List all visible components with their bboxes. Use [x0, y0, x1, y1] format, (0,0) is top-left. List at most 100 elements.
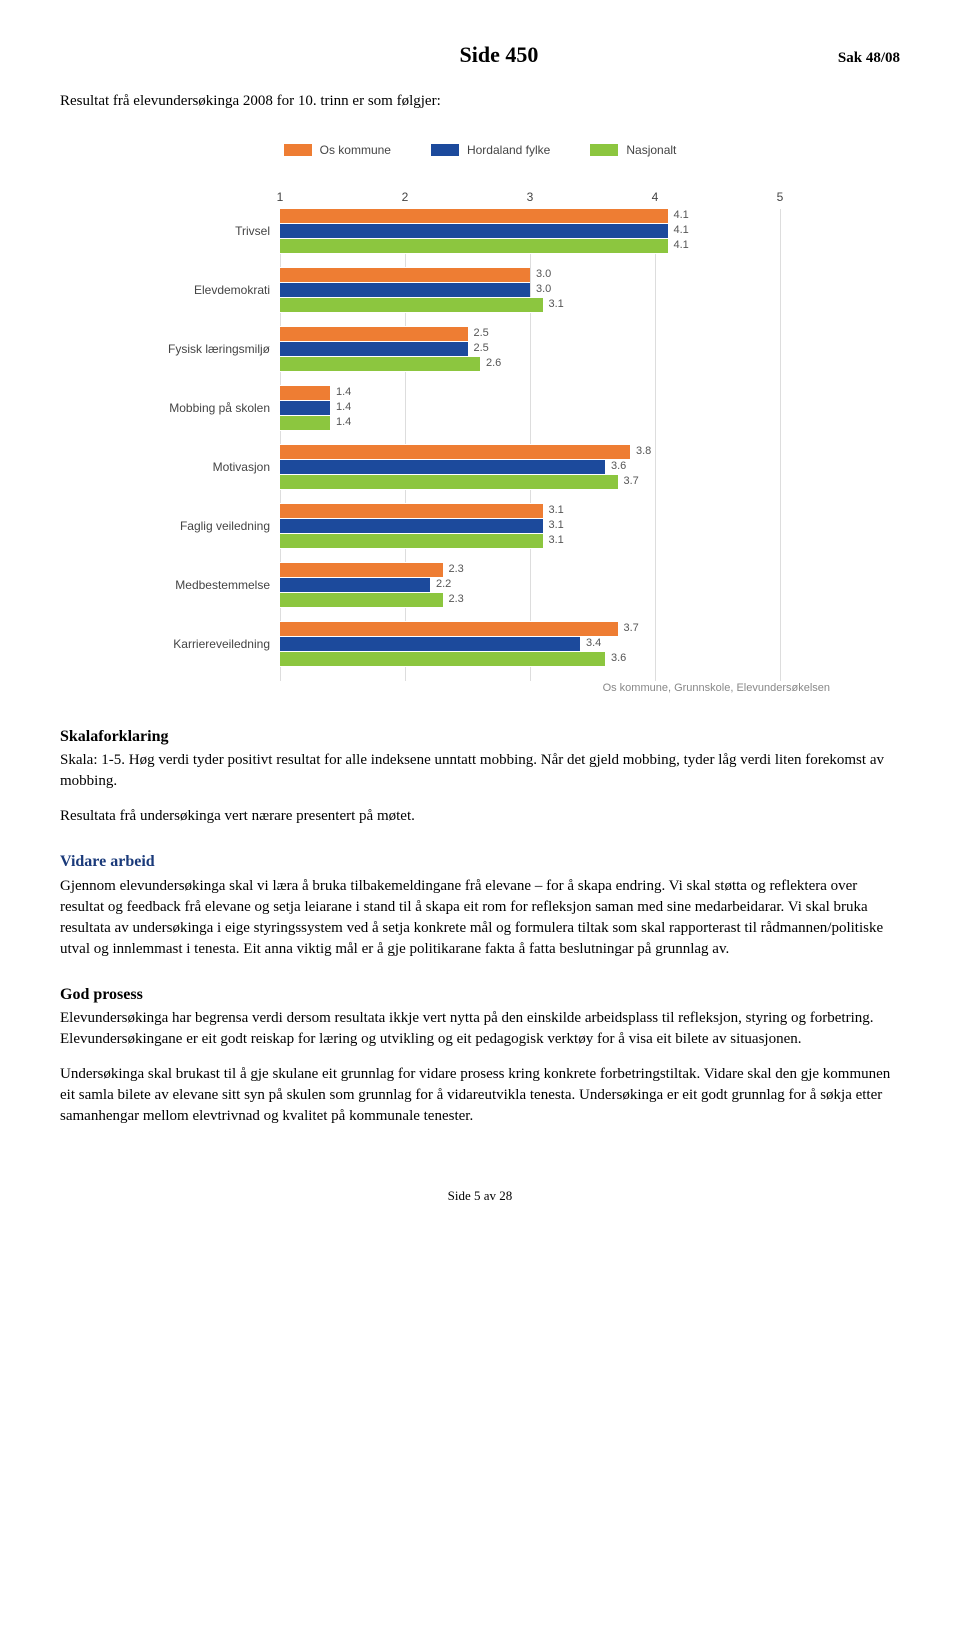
bar [280, 636, 580, 652]
legend-swatch [284, 144, 312, 156]
body-godprosess-2: Undersøkinga skal brukast til å gje skul… [60, 1064, 900, 1127]
category-label: Karriereveiledning [130, 636, 280, 653]
category-label: Mobbing på skolen [130, 400, 280, 417]
value-label: 3.0 [536, 282, 551, 297]
bar [280, 297, 543, 313]
bar [280, 238, 668, 254]
bar [280, 459, 605, 475]
value-label: 3.7 [624, 474, 639, 489]
category-label: Medbestemmelse [130, 577, 280, 594]
value-label: 3.1 [549, 297, 564, 312]
legend-swatch [431, 144, 459, 156]
value-label: 2.3 [449, 562, 464, 577]
value-label: 4.1 [674, 238, 689, 253]
category-label: Elevdemokrati [130, 282, 280, 299]
category-row: Motivasjon3.83.63.7 [280, 445, 780, 490]
category-row: Fysisk læringsmiljø2.52.52.6 [280, 327, 780, 372]
value-label: 4.1 [674, 208, 689, 223]
value-label: 3.6 [611, 651, 626, 666]
bar [280, 341, 468, 357]
legend-label: Hordaland fylke [467, 142, 550, 159]
category-row: Faglig veiledning3.13.13.1 [280, 504, 780, 549]
chart-ticks: 12345 [280, 189, 780, 209]
bar-group: 3.8 3.63.7 [280, 445, 780, 490]
bar [280, 503, 543, 519]
category-label: Faglig veiledning [130, 518, 280, 535]
bar [280, 208, 668, 224]
value-label: 3.4 [586, 636, 601, 651]
heading-skalaforklaring: Skalaforklaring [60, 726, 900, 748]
value-label: 2.5 [474, 326, 489, 341]
legend-swatch [590, 144, 618, 156]
bar [280, 651, 605, 667]
chart-source: Os kommune, Grunnskole, Elevundersøkelse… [130, 681, 830, 696]
bar [280, 444, 630, 460]
heading-godprosess: God prosess [60, 984, 900, 1006]
tick-label: 2 [402, 189, 409, 206]
bar-group: 2.52.52.6 [280, 327, 780, 372]
category-label: Fysisk læringsmiljø [130, 341, 280, 358]
value-label: 3.8 [636, 444, 651, 459]
legend-label: Nasjonalt [626, 142, 676, 159]
legend-item: Nasjonalt [590, 142, 676, 159]
category-row: Elevdemokrati3.03.03.1 [280, 268, 780, 313]
header-row: Side 450 Sak 48/08 [60, 40, 900, 71]
bar [280, 562, 443, 578]
category-row: Mobbing på skolen1.41.41.4 [280, 386, 780, 431]
bar [280, 533, 543, 549]
bar-group: 3.03.03.1 [280, 268, 780, 313]
legend-item: Os kommune [284, 142, 391, 159]
body-skalaforklaring: Skala: 1-5. Høg verdi tyder positivt res… [60, 750, 900, 792]
value-label: 2.6 [486, 356, 501, 371]
value-label: 3.1 [549, 533, 564, 548]
intro-text: Resultat frå elevundersøkinga 2008 for 1… [60, 91, 900, 112]
bar-group: 1.41.41.4 [280, 386, 780, 431]
bar [280, 621, 618, 637]
bar-group: 3.13.13.1 [280, 504, 780, 549]
bar [280, 326, 468, 342]
value-label: 3.0 [536, 267, 551, 282]
heading-vidare: Vidare arbeid [60, 851, 900, 873]
value-label: 2.2 [436, 577, 451, 592]
bar [280, 577, 430, 593]
gridline [780, 209, 781, 681]
chart-grid: 12345 Trivsel4.14.14.1Elevdemokrati3.03.… [280, 189, 780, 667]
survey-chart: Os kommuneHordaland fylkeNasjonalt 12345… [130, 142, 830, 696]
value-label: 3.6 [611, 459, 626, 474]
value-label: 3.7 [624, 621, 639, 636]
bar [280, 415, 330, 431]
body-godprosess-1: Elevundersøkinga har begrensa verdi ders… [60, 1008, 900, 1050]
bar-group: 3.7 3.4 3.6 [280, 622, 780, 667]
tick-label: 5 [777, 189, 784, 206]
chart-legend: Os kommune Hordaland fylke Nasjonalt [130, 142, 830, 159]
bar [280, 223, 668, 239]
value-label: 2.3 [449, 592, 464, 607]
bar-group: 2.32.22.3 [280, 563, 780, 608]
value-label: 1.4 [336, 415, 351, 430]
value-label: 1.4 [336, 385, 351, 400]
category-label: Motivasjon [130, 459, 280, 476]
bar [280, 400, 330, 416]
bar [280, 592, 443, 608]
bar [280, 385, 330, 401]
value-label: 3.1 [549, 518, 564, 533]
category-row: Medbestemmelse2.32.22.3 [280, 563, 780, 608]
body-resultata: Resultata frå undersøkinga vert nærare p… [60, 806, 900, 827]
tick-label: 4 [652, 189, 659, 206]
legend-label: Os kommune [320, 142, 391, 159]
page-title: Side 450 [160, 40, 838, 71]
bar-group: 4.14.14.1 [280, 209, 780, 254]
value-label: 1.4 [336, 400, 351, 415]
value-label: 2.5 [474, 341, 489, 356]
bar [280, 356, 480, 372]
bar [280, 474, 618, 490]
category-label: Trivsel [130, 223, 280, 240]
case-number: Sak 48/08 [838, 48, 900, 69]
bar [280, 518, 543, 534]
category-row: Trivsel4.14.14.1 [280, 209, 780, 254]
tick-label: 3 [527, 189, 534, 206]
body-vidare: Gjennom elevundersøkinga skal vi læra å … [60, 876, 900, 960]
legend-item: Hordaland fylke [431, 142, 550, 159]
bar [280, 267, 530, 283]
bar [280, 282, 530, 298]
